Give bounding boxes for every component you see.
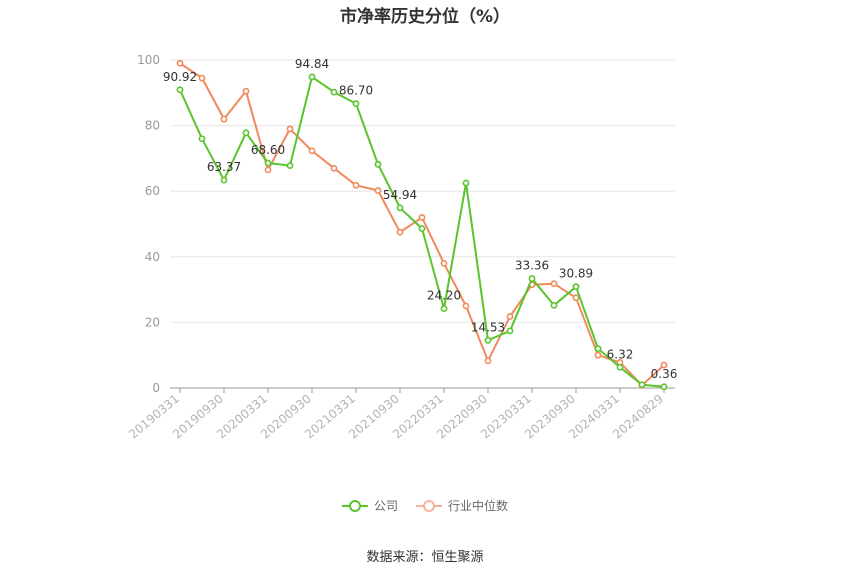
y-axis: 0 20 40 60 80 100 [137,53,160,395]
data-label: 0.36 [651,367,678,381]
y-tick-label: 0 [152,381,160,395]
series-line-industry-median [179,62,665,387]
data-label: 14.53 [471,320,505,334]
point-industry-median[interactable] [176,59,184,67]
x-axis: 2019033120190930202003312020093020210331… [126,388,666,442]
point-industry-median[interactable] [242,87,250,95]
series-lines [176,59,668,391]
point-company[interactable] [440,305,448,313]
point-industry-median[interactable] [220,115,228,123]
point-industry-median[interactable] [286,125,294,133]
point-company[interactable] [308,73,316,81]
point-company[interactable] [528,275,536,282]
point-industry-median[interactable] [440,259,448,267]
point-company[interactable] [638,381,646,389]
point-company[interactable] [396,204,404,212]
point-company[interactable] [374,160,382,168]
point-company[interactable] [198,135,206,143]
legend-company-marker-icon [341,499,368,512]
legend-label-company: 公司 [373,499,398,513]
data-label: 86.70 [339,84,373,98]
point-industry-median[interactable] [462,302,470,310]
point-company[interactable] [484,336,492,344]
point-industry-median[interactable] [660,361,668,369]
point-company[interactable] [572,283,580,291]
point-company[interactable] [660,383,668,391]
point-industry-median[interactable] [550,280,558,288]
data-labels: 90.92 63.37 68.60 94.84 86.70 54.94 24.20 14.53… [163,57,678,381]
point-company[interactable] [550,301,558,309]
point-company[interactable] [176,86,184,94]
point-industry-median[interactable] [484,357,492,365]
data-label: 68.60 [251,143,285,157]
legend-label-industry-median: 行业中位数 [448,499,509,513]
data-label: 33.36 [515,259,549,273]
legend: 公司 行业中位数 [0,497,850,514]
point-industry-median[interactable] [264,166,272,174]
y-tick-label: 100 [137,53,160,67]
data-label: 94.84 [295,57,329,71]
point-company[interactable] [330,88,338,96]
point-company[interactable] [242,129,250,137]
point-company[interactable] [220,176,228,184]
data-label: 24.20 [427,289,461,303]
point-industry-median[interactable] [418,214,426,221]
data-label: 30.89 [559,267,593,281]
grid-lines [170,59,675,389]
point-company[interactable] [286,162,294,170]
chart-plot: 0 20 40 60 80 100 201903312019093020200331202… [126,53,678,442]
point-industry-median[interactable] [374,187,382,194]
y-tick-label: 40 [145,250,160,264]
point-company[interactable] [506,327,514,335]
point-company[interactable] [418,225,426,232]
point-industry-median[interactable] [572,294,580,302]
legend-item-company[interactable]: 公司 [341,497,398,514]
point-industry-median[interactable] [330,164,338,172]
point-industry-median[interactable] [594,351,602,359]
point-company[interactable] [616,363,624,371]
chart-title: 市净率历史分位（%） [339,7,511,27]
point-company[interactable] [594,345,602,353]
data-label: 63.37 [207,160,241,174]
point-industry-median[interactable] [308,147,316,155]
y-tick-label: 60 [145,184,160,198]
y-tick-label: 20 [145,315,160,329]
legend-industry-marker-icon [416,499,442,512]
point-industry-median[interactable] [352,181,360,189]
data-label: 54.94 [383,188,417,202]
point-company[interactable] [462,179,470,187]
data-label: 6.32 [607,347,634,361]
point-industry-median[interactable] [506,313,514,320]
point-industry-median[interactable] [198,74,206,82]
point-company[interactable] [264,159,272,167]
point-industry-median[interactable] [396,228,404,236]
legend-item-industry-median[interactable]: 行业中位数 [416,497,508,514]
source-note: 数据来源：恒生聚源 [366,550,484,565]
data-label: 90.92 [163,70,197,84]
point-company[interactable] [352,100,360,108]
y-tick-label: 80 [145,119,160,133]
